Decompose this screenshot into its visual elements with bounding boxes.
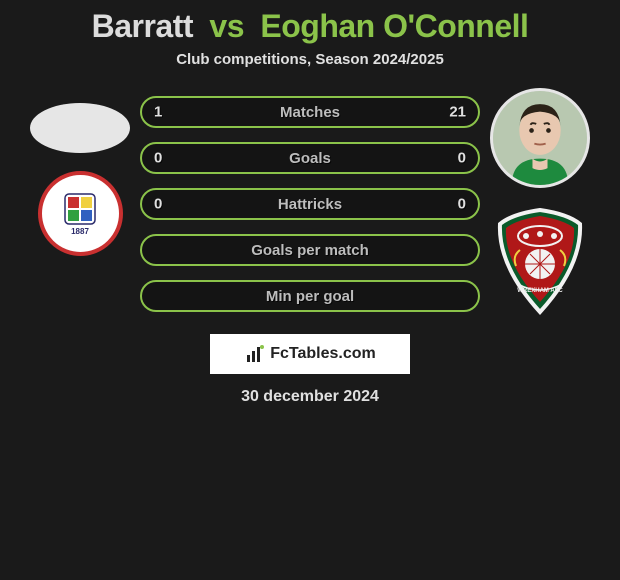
- watermark-text: FcTables.com: [270, 345, 376, 363]
- title-player-right: Eoghan O'Connell: [260, 8, 528, 44]
- stat-row-hattricks: 0 Hattricks 0: [140, 188, 480, 220]
- stat-left-val: 0: [154, 196, 162, 213]
- club-badge-left-inner: 1887: [50, 182, 110, 245]
- comparison-date: 30 december 2024: [241, 388, 379, 406]
- club-badge-left: 1887: [38, 171, 123, 256]
- wrexham-crest-icon: WREXHAM AFC: [490, 206, 590, 316]
- stat-right-val: 21: [449, 104, 466, 121]
- stat-row-matches: 1 Matches 21: [140, 96, 480, 128]
- subtitle: Club competitions, Season 2024/2025: [176, 51, 444, 68]
- watermark: FcTables.com: [210, 334, 410, 374]
- player-face-icon: [493, 91, 587, 185]
- player-left-photo-placeholder: [30, 103, 130, 153]
- stat-right-val: 0: [458, 196, 466, 213]
- stat-left-val: 1: [154, 104, 162, 121]
- stat-bars: 1 Matches 21 0 Goals 0 0 Hattricks 0 Goa…: [140, 96, 480, 316]
- svg-text:1887: 1887: [71, 227, 89, 236]
- stat-left-val: 0: [154, 150, 162, 167]
- stat-label: Matches: [280, 104, 340, 121]
- right-column: WREXHAM AFC: [480, 88, 600, 316]
- fctables-logo-icon: [244, 343, 266, 365]
- stat-label: Hattricks: [278, 196, 342, 213]
- stat-row-goals: 0 Goals 0: [140, 142, 480, 174]
- stat-label: Min per goal: [266, 288, 354, 305]
- stat-row-goals-per-match: Goals per match: [140, 234, 480, 266]
- title-vs: vs: [201, 8, 252, 44]
- title-player-left: Barratt: [92, 8, 193, 44]
- stat-label: Goals: [289, 150, 331, 167]
- left-column: 1887: [20, 88, 140, 316]
- player-right-photo: [490, 88, 590, 188]
- stat-label: Goals per match: [251, 242, 369, 259]
- stat-right-val: 0: [458, 150, 466, 167]
- comparison-main: 1887 1 Matches 21 0 Goals 0 0 Hattricks …: [0, 88, 620, 316]
- stat-row-min-per-goal: Min per goal: [140, 280, 480, 312]
- barnsley-crest-icon: 1887: [50, 182, 110, 242]
- page-title: Barratt vs Eoghan O'Connell: [92, 8, 529, 45]
- svg-text:WREXHAM AFC: WREXHAM AFC: [517, 288, 563, 294]
- club-badge-right: WREXHAM AFC: [490, 206, 590, 316]
